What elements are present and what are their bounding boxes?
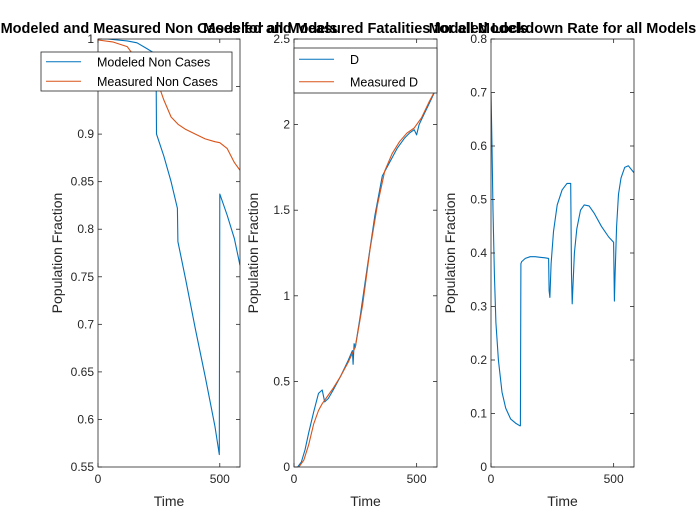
x-axis-label: Time — [547, 493, 578, 509]
legend-entry-label: D — [350, 53, 359, 67]
x-tick-label: 500 — [604, 472, 624, 486]
y-axis-label: Population Fraction — [442, 193, 458, 314]
y-tick-label: 0.2 — [470, 353, 487, 367]
x-tick-label: 0 — [488, 472, 495, 486]
y-tick-label: 0.9 — [77, 127, 94, 141]
legend-box — [293, 47, 438, 94]
y-tick-label: 0.65 — [71, 365, 95, 379]
y-tick-label: 0.8 — [470, 32, 487, 46]
chart-panel-3: 0 0.1 0.2 0.3 0.4 0.5 0.6 0.7 0.8 0 500 Time Populat… — [429, 21, 696, 509]
y-tick-label: 2.5 — [273, 32, 290, 46]
chart-title: Modeled Lockdown Rate for all Models — [429, 21, 696, 37]
y-tick-label: 0 — [283, 460, 290, 474]
y-tick-label: 0.1 — [470, 407, 487, 421]
legend: Modeled Non Cases Measured Non Cases — [40, 51, 233, 92]
y-tick-label: 0.8 — [77, 222, 94, 236]
plot-area — [294, 39, 437, 467]
legend-box — [40, 51, 233, 92]
legend-entry-label: Modeled Non Cases — [97, 55, 210, 69]
plot-area — [491, 39, 634, 467]
y-tick-label: 0.6 — [470, 139, 487, 153]
axes-box — [293, 38, 438, 468]
legend: D Measured D — [293, 47, 438, 94]
plot-area — [98, 39, 240, 467]
y-tick-label: 0.85 — [71, 175, 95, 189]
y-tick-label: 0.7 — [470, 86, 487, 100]
x-tick-label: 0 — [95, 472, 102, 486]
series-line-1 — [98, 39, 240, 456]
legend-entry-label: Measured D — [350, 75, 418, 89]
y-tick-label: 0.5 — [470, 193, 487, 207]
y-tick-label: 0.75 — [71, 270, 95, 284]
chart-panel-1: 0.550.60.650.70.750.80.850.90.9510500Tim… — [1, 21, 338, 509]
chart-title: Modeled and Measured Non Cases for all M… — [1, 21, 338, 37]
series-line-1 — [491, 92, 634, 427]
y-tick-label: 0.6 — [77, 412, 94, 426]
chart-panel-2: 0 0.5 1 1.5 2 2.5 0 500 Time Population Fraction M… — [203, 21, 528, 509]
x-axis-label: Time — [154, 493, 185, 509]
y-tick-label: 0.4 — [470, 246, 487, 260]
series-line-2 — [294, 86, 437, 467]
y-tick-label: 1 — [283, 289, 290, 303]
chart-title: Modeled and Measured Fatalities for all … — [203, 21, 528, 37]
y-tick-label: 0.3 — [470, 300, 487, 314]
y-tick-label: 0.7 — [77, 317, 94, 331]
y-tick-label: 0.5 — [273, 374, 290, 388]
y-axis-label: Population Fraction — [245, 193, 261, 314]
y-tick-label: 1.5 — [273, 203, 290, 217]
y-tick-label: 2 — [283, 118, 290, 132]
y-tick-label: 0.55 — [71, 460, 95, 474]
x-tick-label: 500 — [210, 472, 230, 486]
x-tick-label: 0 — [291, 472, 298, 486]
legend-entry-label: Measured Non Cases — [97, 75, 218, 89]
y-tick-label: 1 — [87, 32, 94, 46]
x-axis-label: Time — [350, 493, 381, 509]
axes-box — [97, 38, 241, 468]
series-line-1 — [294, 86, 437, 467]
y-tick-label: 0 — [480, 460, 487, 474]
y-axis-label: Population Fraction — [49, 193, 65, 314]
x-tick-label: 500 — [407, 472, 427, 486]
